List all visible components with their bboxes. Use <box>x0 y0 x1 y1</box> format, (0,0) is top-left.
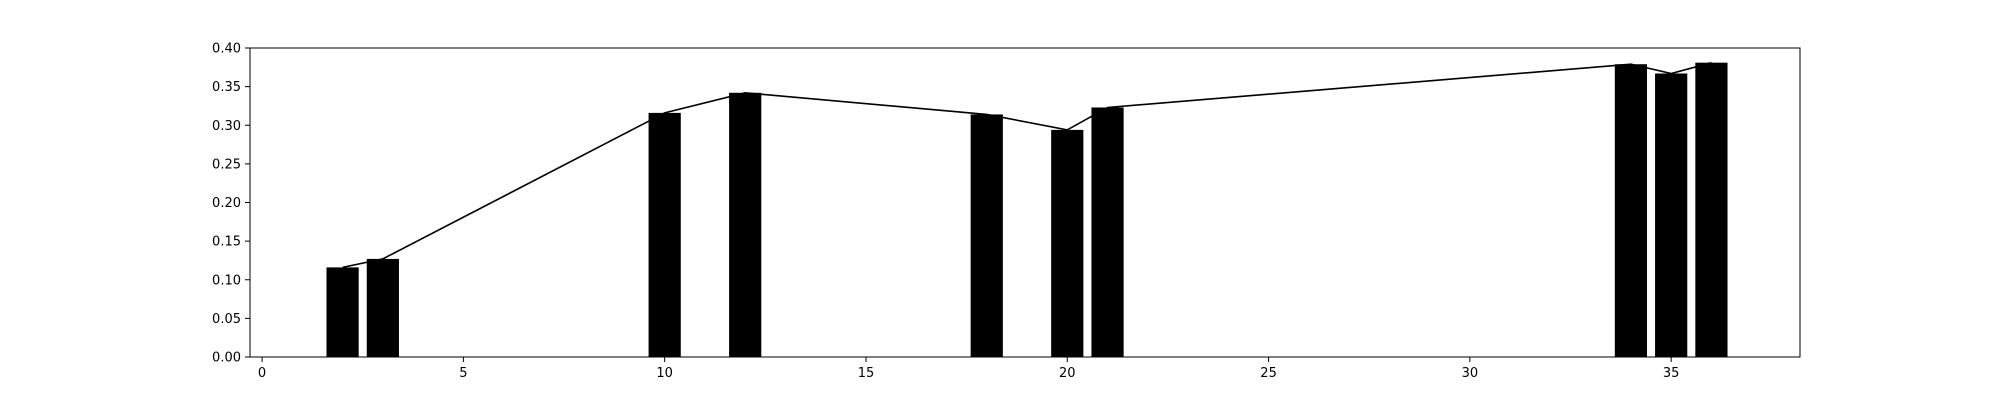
x-tick-label: 5 <box>459 366 467 381</box>
y-tick-label: 0.40 <box>212 42 241 57</box>
bar-2 <box>326 267 359 357</box>
y-tick-label: 0.25 <box>212 157 241 172</box>
bar-20 <box>1051 129 1084 357</box>
y-tick-label: 0.15 <box>212 235 241 250</box>
x-tick-label: 30 <box>1462 366 1479 381</box>
bar-35 <box>1655 73 1688 358</box>
x-tick-label: 25 <box>1260 366 1277 381</box>
x-tick-label: 10 <box>656 366 673 381</box>
bar-series <box>326 62 1728 358</box>
y-tick-label: 0.20 <box>212 196 241 211</box>
x-axis-ticks: 0 5 10 15 20 25 30 35 <box>258 357 1680 381</box>
y-tick-label: 0.10 <box>212 273 241 288</box>
y-tick-label: 0.00 <box>212 351 241 366</box>
bar-3 <box>366 258 399 357</box>
bar-21 <box>1091 107 1124 357</box>
bar-10 <box>648 112 681 357</box>
bar-12 <box>729 92 762 358</box>
bar-34 <box>1614 64 1648 357</box>
x-tick-label: 35 <box>1663 366 1680 381</box>
x-tick-label: 15 <box>858 366 875 381</box>
series-line <box>342 61 1712 269</box>
bar-18 <box>970 114 1003 357</box>
y-tick-label: 0.35 <box>212 80 241 95</box>
line-series <box>342 61 1712 269</box>
y-tick-label: 0.05 <box>212 312 241 327</box>
x-tick-label: 0 <box>258 366 266 381</box>
y-axis-ticks: 0.00 0.05 0.10 0.15 0.20 0.25 0.30 0.35 0.40 <box>212 42 250 366</box>
axes <box>249 47 1801 358</box>
plot-frame <box>249 47 1801 358</box>
bar-36 <box>1695 62 1728 358</box>
x-tick-label: 20 <box>1059 366 1076 381</box>
y-tick-label: 0.30 <box>212 119 241 134</box>
